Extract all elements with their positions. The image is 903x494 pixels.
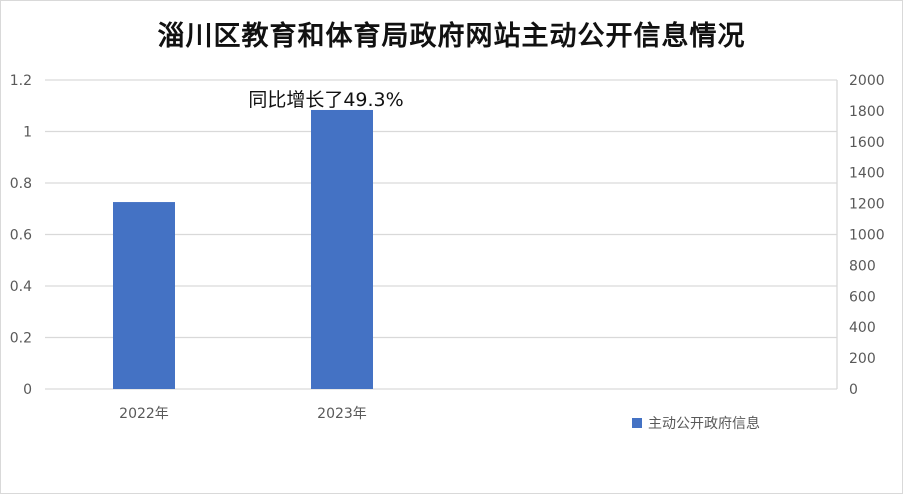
right-tick-label: 800	[849, 258, 876, 274]
right-tick-label: 200	[849, 351, 876, 367]
legend-swatch	[632, 418, 642, 428]
right-tick-label: 1400	[849, 166, 885, 182]
right-tick-label: 600	[849, 289, 876, 305]
left-tick-label: 1	[23, 125, 32, 141]
bar	[113, 202, 175, 389]
right-tick-label: 1200	[849, 197, 885, 213]
right-tick-label: 400	[849, 320, 876, 336]
category-label: 2022年	[119, 406, 169, 422]
category-label: 2023年	[317, 406, 367, 422]
left-tick-label: 0.4	[10, 279, 32, 295]
right-tick-label: 1600	[849, 135, 885, 151]
left-tick-label: 0.6	[10, 228, 32, 244]
legend: 主动公开政府信息	[632, 413, 760, 433]
bar	[311, 109, 373, 390]
chart-title: 淄川区教育和体育局政府网站主动公开信息情况	[157, 21, 746, 52]
legend-label: 主动公开政府信息	[648, 416, 760, 432]
right-tick-label: 1800	[849, 104, 885, 120]
growth-annotation: 同比增长了49.3%	[248, 89, 403, 111]
right-tick-label: 2000	[849, 73, 885, 89]
left-tick-label: 0	[23, 382, 32, 398]
right-tick-label: 1000	[849, 228, 885, 244]
left-tick-label: 0.8	[10, 176, 32, 192]
left-tick-label: 1.2	[10, 73, 32, 89]
right-tick-label: 0	[849, 382, 858, 398]
left-tick-label: 0.2	[10, 331, 32, 347]
